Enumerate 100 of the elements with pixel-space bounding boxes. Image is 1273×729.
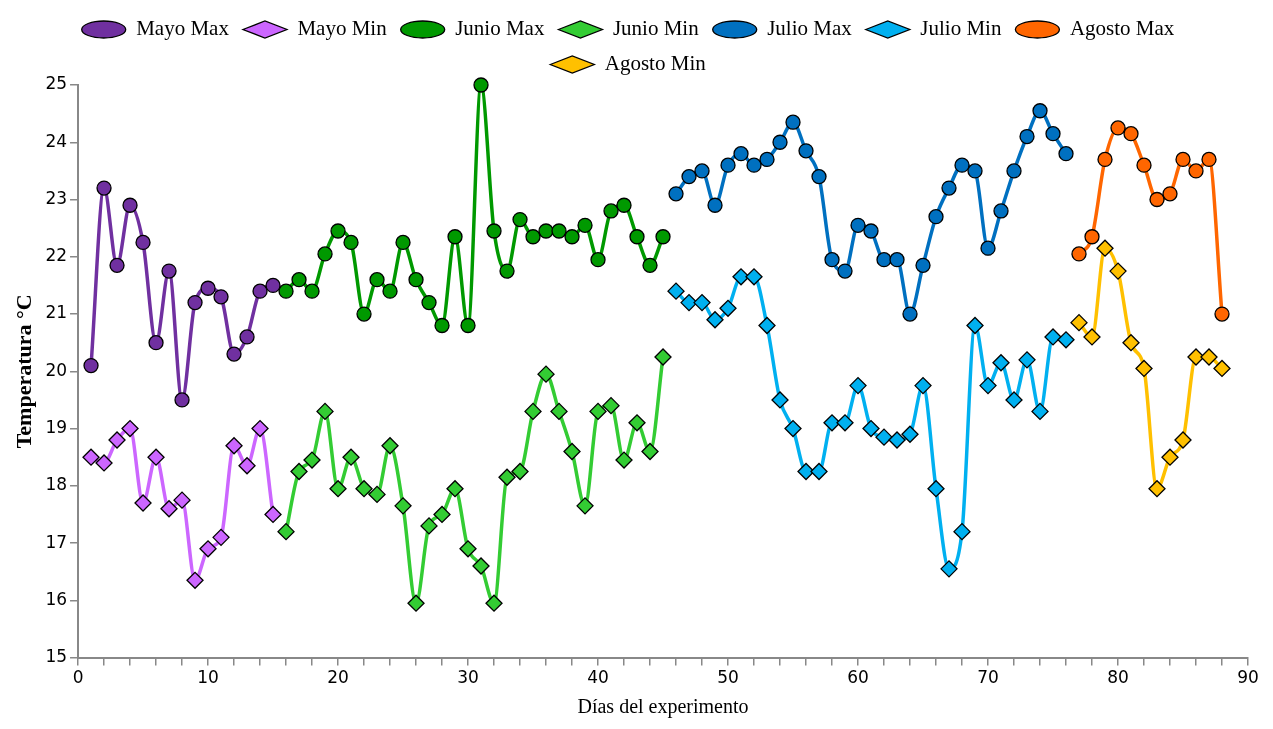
point (394, 497, 412, 515)
point (772, 134, 788, 150)
point (225, 437, 243, 455)
point (992, 354, 1010, 372)
point (1097, 151, 1113, 168)
legend-label: Mayo Max (136, 16, 230, 41)
point (265, 277, 281, 294)
point (1135, 359, 1153, 378)
point (226, 346, 242, 362)
point (83, 357, 99, 374)
point (303, 451, 321, 469)
point (1045, 126, 1061, 142)
x-tick-label: 20 (327, 667, 349, 688)
point (1005, 391, 1023, 409)
point (199, 540, 217, 558)
legend-label: Agosto Min (604, 51, 707, 76)
point (200, 280, 216, 296)
point (603, 203, 619, 219)
point (161, 263, 177, 279)
point (434, 317, 450, 334)
point (213, 289, 229, 305)
point (1019, 128, 1035, 145)
point (1084, 229, 1100, 245)
point (264, 505, 282, 524)
point (759, 151, 775, 168)
point (875, 428, 893, 446)
point (602, 397, 620, 415)
x-tick-label: 60 (847, 667, 869, 688)
x-tick-label: 50 (717, 667, 739, 688)
point (1070, 313, 1088, 332)
point (629, 229, 645, 245)
point (1057, 331, 1075, 349)
point (615, 451, 633, 469)
point (407, 594, 425, 612)
x-tick-label: 0 (72, 667, 84, 688)
y-tick-label: 22 (45, 245, 68, 266)
point (1200, 348, 1218, 366)
point (304, 283, 320, 299)
point (863, 223, 879, 239)
y-tick-label: 16 (45, 588, 68, 609)
x-axis-title: Días del experimento (577, 695, 749, 719)
y-tick-label: 21 (45, 302, 68, 323)
point (134, 494, 152, 512)
point (849, 376, 867, 395)
point (186, 571, 204, 589)
point (914, 376, 932, 395)
point (732, 268, 750, 286)
point (784, 419, 802, 438)
point (693, 293, 711, 312)
point (823, 414, 841, 432)
point (953, 522, 971, 541)
legend-label: Junio Min (612, 16, 700, 41)
point (577, 217, 593, 233)
point (642, 257, 658, 274)
point (655, 229, 671, 245)
point (901, 425, 919, 443)
point (706, 311, 724, 329)
point (420, 517, 438, 535)
y-tick-label: 24 (45, 130, 68, 151)
point (1174, 431, 1192, 449)
point (862, 419, 880, 438)
point (212, 528, 230, 546)
point (174, 392, 190, 408)
y-axis-title: Temperatura °C (10, 294, 36, 449)
point (395, 234, 411, 251)
point (837, 263, 853, 279)
point (381, 437, 399, 455)
point (447, 229, 463, 245)
point (811, 168, 827, 185)
point (668, 186, 684, 202)
point (1071, 246, 1087, 262)
point (993, 203, 1009, 219)
point (1148, 480, 1166, 498)
point (485, 594, 503, 612)
point (850, 217, 866, 233)
point (1201, 151, 1217, 168)
point (498, 468, 516, 486)
point (798, 143, 814, 159)
point (538, 223, 554, 239)
y-tick-label: 17 (45, 531, 68, 552)
point (758, 316, 776, 335)
point (590, 251, 606, 268)
point (745, 268, 763, 286)
point (173, 491, 191, 509)
point (771, 391, 789, 409)
point (551, 223, 567, 239)
legend-label: Agosto Max (1069, 16, 1175, 41)
point (317, 246, 333, 262)
point (1006, 163, 1022, 179)
point (82, 448, 100, 466)
point (109, 257, 125, 274)
point (446, 480, 464, 498)
point (239, 329, 255, 345)
point (1018, 351, 1036, 369)
point (135, 234, 151, 251)
point (329, 480, 347, 498)
point (576, 497, 594, 515)
point (1083, 328, 1101, 346)
point (746, 157, 762, 173)
point (499, 263, 515, 279)
